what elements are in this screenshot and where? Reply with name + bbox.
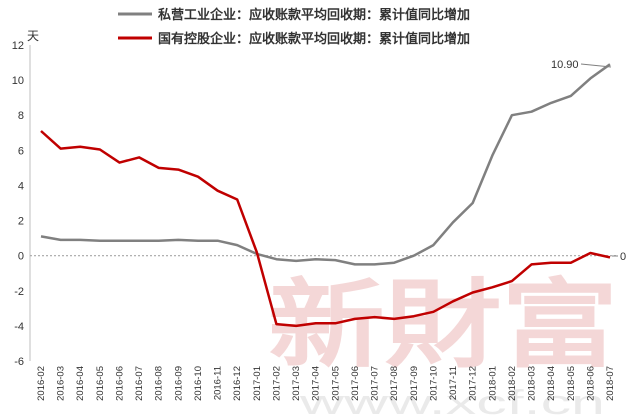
x-tick-label: 2017-11: [448, 366, 459, 400]
x-tick-label: 2016-12: [232, 366, 243, 401]
x-tick-label: 2017-09: [409, 366, 420, 401]
x-tick-label: 2016-06: [114, 366, 125, 401]
y-tick-label: 8: [18, 110, 24, 122]
x-tick-label: 2017-06: [350, 366, 361, 401]
x-tick-label: 2018-07: [605, 366, 616, 401]
x-tick-label: 2018-05: [566, 366, 577, 401]
x-tick-label: 2017-10: [428, 366, 439, 401]
x-tick-label: 2018-03: [527, 366, 538, 401]
x-tick-label: 2017-08: [389, 366, 400, 401]
legend-label-private: 私营工业企业：应收账款平均回收期：累计值同比增加: [158, 7, 470, 23]
x-tick-label: 2016-09: [173, 366, 184, 401]
x-tick-label: 2016-08: [154, 366, 165, 401]
x-tick-label: 2016-03: [56, 366, 67, 401]
x-axis-ticks: 2016-02 2016-03 2016-04 2016-05 2016-06 2016-…: [36, 366, 616, 401]
x-tick-label: 2017-03: [291, 366, 302, 401]
y-tick-label: 4: [18, 180, 24, 192]
y-axis-ticks: -6 -4 -2 0 2 4 6 8 10 12: [12, 40, 24, 368]
annotation-private-last: 10.90: [551, 59, 612, 71]
x-tick-label: 2016-07: [134, 366, 145, 401]
y-tick-label: 0: [18, 251, 24, 263]
x-tick-label: 2016-10: [193, 366, 204, 401]
y-tick-label: -2: [14, 286, 24, 298]
x-tick-label: 2017-04: [311, 366, 322, 401]
x-tick-label: 2016-04: [75, 366, 86, 401]
y-unit-label: 天: [27, 29, 39, 43]
legend-label-state: 国有控股企业：应收账款平均回收期：累计值同比增加: [158, 31, 470, 47]
x-tick-label: 2018-01: [487, 366, 498, 401]
x-tick-label: 2017-02: [271, 366, 282, 401]
watermark-url: www.xcf.cn: [298, 384, 605, 417]
legend: 私营工业企业：应收账款平均回收期：累计值同比增加 国有控股企业：应收账款平均回收…: [118, 7, 470, 47]
y-tick-label: 10: [12, 75, 24, 87]
y-tick-label: 2: [18, 216, 24, 228]
y-tick-label: 12: [12, 40, 24, 52]
x-tick-label: 2017-07: [370, 366, 381, 401]
y-tick-label: 6: [18, 145, 24, 157]
x-tick-label: 2017-12: [468, 366, 479, 401]
x-tick-label: 2017-01: [252, 366, 263, 401]
annotation-state-last: 0: [612, 251, 626, 263]
series-line-state: [40, 130, 611, 328]
x-tick-label: 2016-11: [213, 366, 224, 400]
x-tick-label: 2016-02: [36, 366, 47, 401]
x-tick-label: 2017-05: [330, 366, 341, 401]
x-tick-label: 2016-05: [95, 366, 106, 401]
annotation-state-value: 0: [620, 251, 626, 263]
x-tick-label: 2018-04: [546, 366, 557, 401]
y-tick-label: -6: [14, 356, 24, 368]
y-tick-label: -4: [14, 321, 24, 333]
x-tick-label: 2018-06: [585, 366, 596, 401]
series-line-private: [40, 63, 611, 266]
annotation-leader-private: [580, 63, 612, 68]
annotation-private-value: 10.90: [551, 59, 579, 71]
x-tick-label: 2018-02: [507, 366, 518, 401]
